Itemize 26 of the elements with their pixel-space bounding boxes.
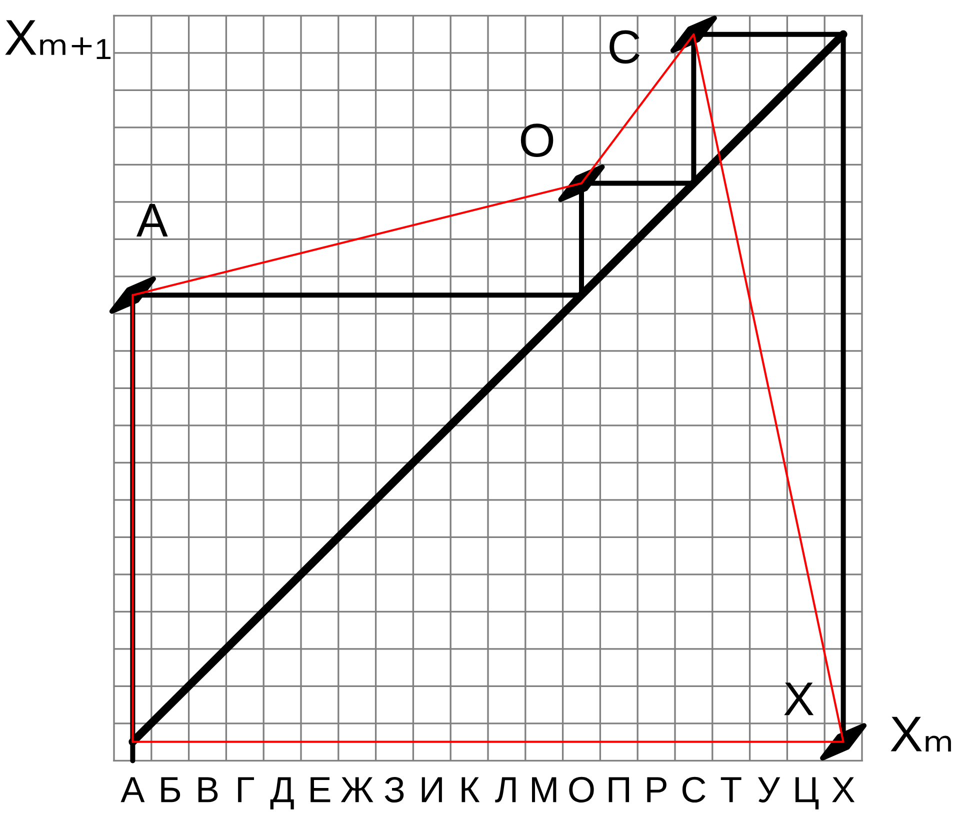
annotation: О — [520, 124, 554, 158]
x-tick-label: К — [462, 777, 480, 802]
x-tick-label: Т — [720, 777, 742, 802]
annotation: А — [136, 204, 168, 236]
x-tick-label: И — [422, 777, 442, 802]
annotation: Х — [784, 682, 814, 716]
x-tick-label: В — [198, 777, 218, 802]
x-tick-label: П — [608, 777, 630, 802]
x-tick-label: Ж — [340, 777, 374, 802]
x-tick-label: З — [384, 776, 404, 803]
x-tick-label: Б — [161, 777, 180, 802]
x-tick-label: Л — [495, 777, 516, 802]
x-tick-label: А — [120, 777, 145, 802]
x-tick-label: Г — [238, 777, 254, 802]
annotation: С — [610, 30, 640, 64]
x-tick-label: Д — [270, 777, 294, 810]
x-tick-label: Р — [647, 777, 666, 802]
x-tick-label: Х — [832, 777, 855, 802]
x-tick-label: Ц — [796, 777, 819, 810]
y-axis-title: Xₘ₊₁ — [5, 20, 110, 59]
x-tick-label: У — [758, 777, 780, 803]
x-tick-label: С — [682, 776, 706, 803]
x-tick-label: М — [532, 777, 556, 802]
x-tick-label: Е — [310, 777, 330, 802]
x-tick-label: О — [569, 776, 594, 803]
x-axis-title: Xₘ — [890, 716, 951, 752]
